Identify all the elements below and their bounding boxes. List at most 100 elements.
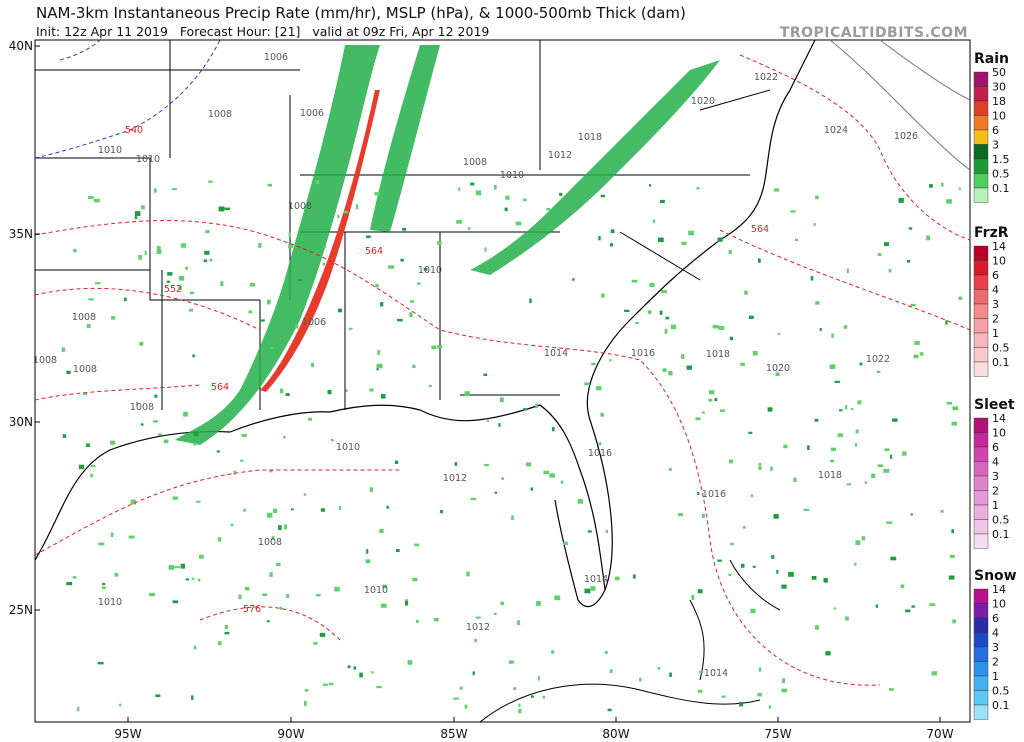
- precip-cell: [635, 322, 639, 325]
- precip-cell: [382, 584, 388, 589]
- legend-swatch: [973, 173, 989, 189]
- legend-title: Snow: [974, 568, 1017, 584]
- precip-cell: [551, 427, 555, 432]
- precip-cell: [377, 350, 381, 355]
- precip-cell: [739, 702, 744, 707]
- precip-cell: [708, 390, 715, 395]
- precip-cell: [193, 442, 197, 446]
- precip-cell: [415, 620, 419, 624]
- precip-cell: [337, 215, 340, 219]
- precip-cell: [62, 434, 67, 438]
- precip-cell: [846, 483, 851, 486]
- legend-label: 10: [992, 598, 1006, 611]
- precip-cell: [297, 279, 303, 282]
- legend-swatch: [973, 86, 989, 102]
- legend-label: 0.1: [992, 356, 1010, 369]
- precip-cell: [728, 459, 734, 464]
- precip-cell: [327, 389, 332, 395]
- precip-cell: [400, 258, 404, 262]
- coastline: [586, 39, 816, 591]
- precip-cell: [233, 470, 236, 475]
- legend-label: 18: [992, 95, 1006, 108]
- legend-label: 1.5: [992, 153, 1010, 166]
- precip-cell: [758, 462, 762, 466]
- legend-label: 14: [992, 412, 1006, 425]
- subtitle: Init: 12z Apr 11 2019 Forecast Hour: [21…: [36, 24, 489, 39]
- precip-cell: [311, 362, 315, 368]
- precip-cell: [230, 523, 234, 527]
- precip-cell: [405, 600, 409, 606]
- isobar-label: 1008: [73, 364, 97, 375]
- precip-cell: [668, 371, 673, 376]
- precip-cell: [649, 282, 655, 288]
- legend-title: Sleet: [974, 397, 1015, 413]
- legend-swatch: [973, 432, 989, 448]
- precip-cell: [905, 609, 911, 613]
- precip-cell: [577, 499, 584, 504]
- isobar-label: 1010: [98, 145, 122, 156]
- precip-cell: [154, 188, 157, 193]
- precip-cell: [93, 198, 100, 203]
- precip-cell: [951, 421, 957, 426]
- precip-cell: [624, 309, 630, 312]
- precip-cell: [834, 380, 840, 383]
- precip-cell: [138, 255, 142, 260]
- precip-cell: [728, 249, 732, 255]
- precip-cell: [323, 245, 327, 249]
- precip-cell: [88, 298, 94, 301]
- precip-cell: [794, 238, 799, 241]
- precip-cell: [950, 554, 955, 558]
- legend-swatch: [973, 361, 989, 377]
- precip-cell: [554, 595, 561, 601]
- contours: [34, 39, 971, 686]
- precip-cell: [248, 310, 253, 314]
- precip-cell: [721, 695, 726, 698]
- legend-label: 4: [992, 456, 999, 469]
- isobar-label: 1010: [336, 442, 360, 453]
- precip-cell: [501, 477, 504, 480]
- precip-cell: [587, 530, 592, 533]
- thickness-label: 552: [164, 284, 182, 295]
- precip-cell: [472, 671, 475, 676]
- precip-cell: [355, 204, 359, 210]
- precip-cell: [439, 509, 443, 514]
- isobar-label: 1020: [691, 96, 715, 107]
- precip-cell: [543, 470, 550, 475]
- precip-cell: [941, 182, 944, 187]
- precip-cell: [701, 411, 705, 414]
- precip-cell: [649, 184, 652, 187]
- precip-cell: [886, 521, 893, 524]
- precip-cell: [269, 469, 273, 473]
- precip-cell: [141, 205, 145, 210]
- precip-cell: [952, 619, 956, 624]
- isobar-label: 1018: [578, 132, 602, 143]
- isobar-label: 1018: [706, 349, 730, 360]
- precip-cell: [130, 499, 136, 505]
- precip-cell: [140, 423, 144, 426]
- precip-cell: [284, 524, 287, 530]
- precip-cell: [353, 666, 357, 670]
- legend-swatch: [973, 475, 989, 491]
- precip-cell: [945, 320, 948, 325]
- isobar-label: 1026: [894, 131, 918, 142]
- precip-cell: [810, 276, 814, 281]
- precip-cell: [467, 227, 471, 230]
- legend-swatch: [973, 690, 989, 706]
- precip-cell: [871, 473, 876, 478]
- legend-swatch: [973, 533, 989, 549]
- legend-swatch: [973, 71, 989, 87]
- precip-cell: [793, 477, 797, 483]
- precip-cell: [740, 362, 745, 366]
- precip-cell: [819, 328, 822, 332]
- precip-cell: [304, 689, 309, 692]
- precip-cell: [728, 573, 732, 577]
- precip-cell: [380, 394, 386, 399]
- precip-cell: [500, 601, 504, 606]
- precip-cell: [830, 459, 835, 463]
- precip-cell: [464, 391, 470, 397]
- precip-cell: [66, 370, 71, 375]
- precip-cell: [803, 508, 810, 511]
- precip-cell: [748, 431, 753, 434]
- precip-cell: [940, 510, 944, 513]
- precip-cell: [493, 612, 497, 615]
